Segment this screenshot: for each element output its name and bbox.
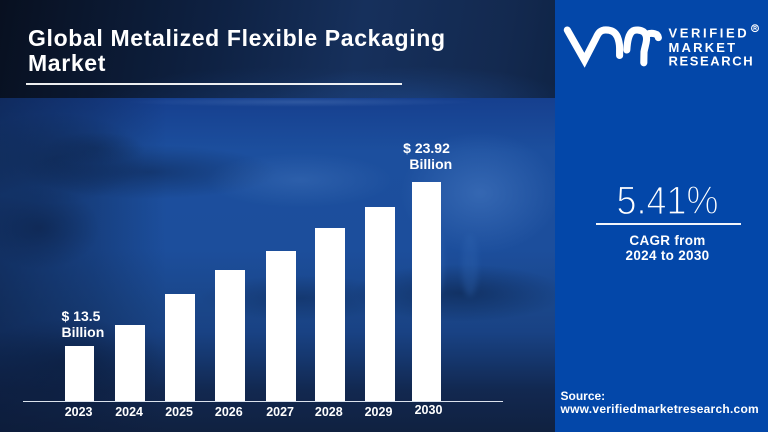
svg-text:VERIFIED: VERIFIED xyxy=(669,25,750,40)
svg-text:MARKET: MARKET xyxy=(669,40,738,55)
svg-text:RESEARCH: RESEARCH xyxy=(669,54,755,69)
